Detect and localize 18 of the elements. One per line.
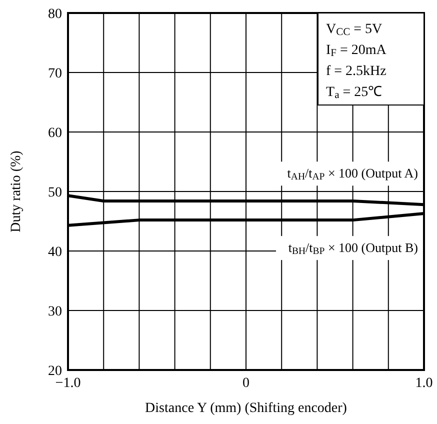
y-tick-label: 80	[48, 7, 62, 22]
x-axis-title: Distance Y (mm) (Shifting encoder)	[145, 401, 348, 416]
annotation: V$_{CC}$ = 5V	[326, 22, 382, 38]
y-tick-label: 30	[48, 304, 62, 320]
annotation: T$_{a}$ = 25℃	[326, 85, 382, 102]
x-tick-label: 0	[242, 376, 250, 391]
y-tick-label: 70	[48, 66, 62, 82]
y-tick-label: 20	[48, 364, 62, 379]
series-label: t$_{BH}$/t$_{BP}$ × 100 (Output B)	[288, 240, 418, 258]
annotation: I$_{F}$ = 20mA	[326, 43, 388, 60]
y-tick-label: 40	[48, 245, 62, 260]
y-axis-title: Duty ratio (%)	[9, 150, 24, 232]
y-tick-label: 50	[48, 186, 62, 200]
x-tick-label: −1.0	[55, 376, 81, 391]
annotation: f = 2.5kHz	[326, 64, 386, 79]
x-tick-label: 1.0	[415, 376, 433, 391]
y-tick-label: 60	[48, 126, 62, 141]
series-label: t$_{AH}$/t$_{AP}$ × 100 (Output A)	[287, 166, 418, 183]
